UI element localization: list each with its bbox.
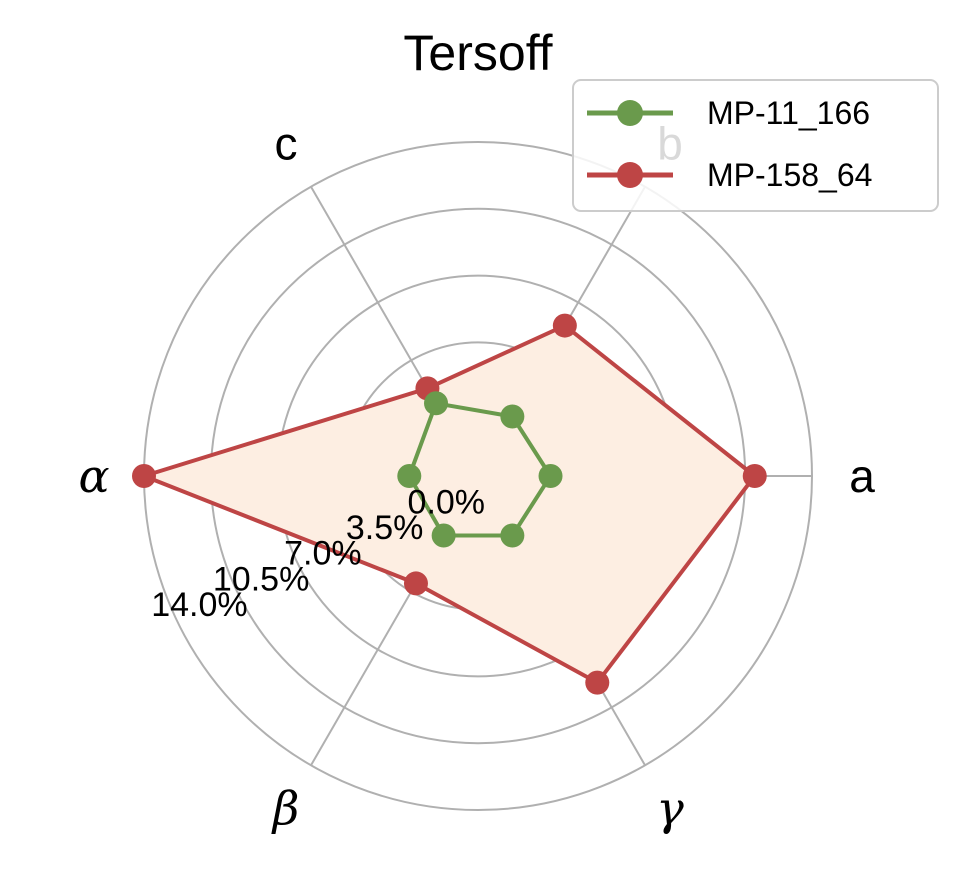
tick-label-0: 0.0% — [408, 484, 486, 522]
legend: MP-11_166 MP-158_64 — [572, 79, 939, 212]
point-mp-158-64-alpha — [132, 464, 156, 488]
point-mp-11-166-beta — [431, 523, 456, 548]
axis-label-gamma: γ — [656, 782, 684, 836]
point-mp-158-64-gamma — [585, 670, 610, 695]
point-mp-11-166-a — [538, 464, 563, 488]
legend-label-mp-11-166: MP-11_166 — [707, 95, 870, 131]
series-mp-158-64 — [132, 313, 767, 695]
axis-label-beta: β — [271, 782, 300, 836]
tick-label-2: 7.0% — [284, 535, 362, 573]
tick-label-3: 10.5% — [213, 560, 309, 598]
legend-item-mp-158-64: MP-158_64 — [587, 157, 872, 193]
legend-marker-mp-158-64 — [617, 162, 643, 188]
point-mp-158-64-beta — [403, 571, 428, 596]
point-mp-11-166-b — [500, 404, 525, 429]
legend-item-mp-11-166: MP-11_166 — [587, 95, 870, 131]
radial-tick-labels: 0.0%3.5%7.0%10.5%14.0% — [151, 484, 485, 624]
legend-marker-mp-11-166 — [617, 100, 643, 126]
tick-label-4: 14.0% — [151, 586, 247, 624]
series-area-mp-158-64 — [144, 325, 755, 683]
chart-title: Tersoff — [403, 25, 552, 81]
legend-label-mp-158-64: MP-158_64 — [707, 157, 872, 193]
series-mp-11-166 — [397, 391, 563, 548]
series-layer — [132, 313, 767, 695]
point-mp-11-166-c — [424, 391, 449, 416]
axis-label-alpha: α — [78, 449, 109, 503]
point-mp-11-166-gamma — [500, 523, 525, 548]
point-mp-11-166-alpha — [397, 464, 422, 488]
axis-label-a: a — [849, 450, 875, 502]
point-mp-158-64-b — [552, 313, 577, 338]
axis-label-c: c — [275, 117, 298, 169]
tick-label-1: 3.5% — [346, 509, 424, 547]
point-mp-158-64-a — [742, 464, 767, 488]
